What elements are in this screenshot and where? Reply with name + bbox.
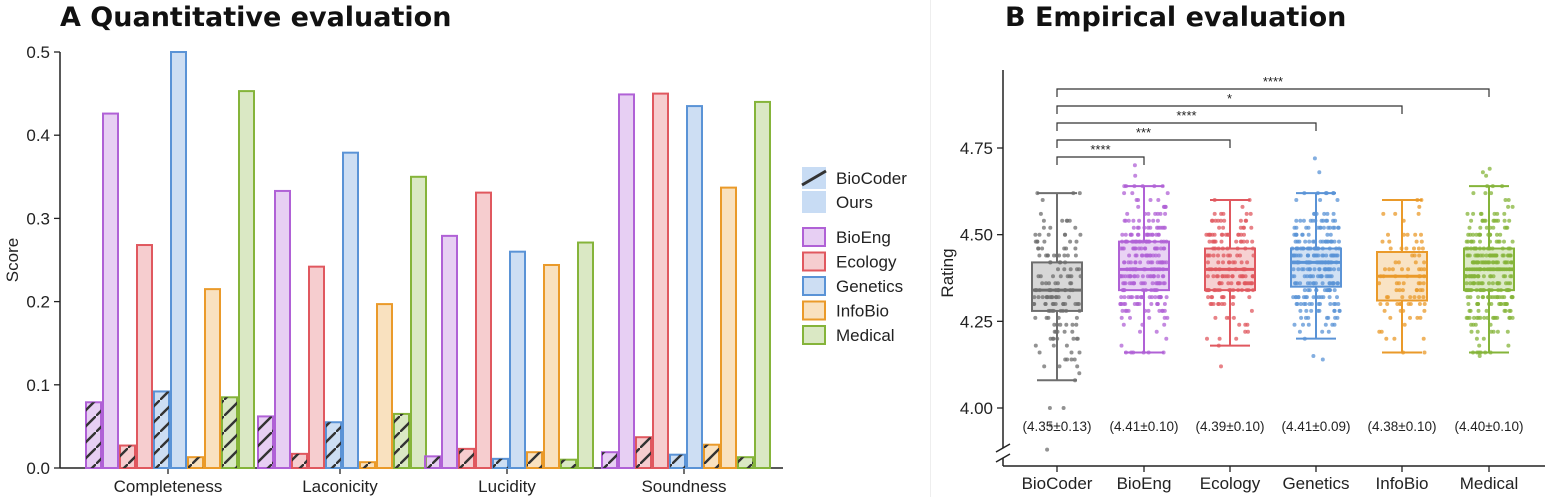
bar-ours-infobio [376,303,393,470]
bar-biocoder-hatch [602,452,617,468]
y-tick-label: 0.2 [26,293,50,312]
bar-ours-bioeng [102,112,119,470]
legend-swatch-medical [802,325,826,345]
y-tick-label: 0.3 [26,209,50,228]
bar-ours-infobio [204,288,221,469]
bar-biocoder-hatch [258,416,273,468]
legend-item-genetics: Genetics [802,276,903,296]
bar-ours-genetics [170,51,187,469]
legend-swatch-infobio [802,300,826,321]
bar-biocoder-hatch [636,437,651,468]
bar-ours-ecology [308,265,325,469]
legend-label-bioeng: BioEng [836,228,891,247]
y-tick-label: 0.5 [26,43,50,62]
legend-label-ours: Ours [836,193,873,212]
panel-a-title: A Quantitative evaluation [60,2,452,33]
bar-ours-medical [754,100,771,469]
bar-biocoder-hatch [527,452,542,468]
y-tick-label: 0.0 [26,459,50,478]
bar-biocoder-hatch [704,444,719,468]
legend-swatch-ecology [802,251,826,272]
bar-ours-genetics [509,250,526,469]
bar-ours-ecology [652,92,669,469]
legend-swatch-genetics [802,276,826,296]
panel-b-background [930,0,1547,497]
bar-ours-medical [577,241,594,469]
legend-label-ecology: Ecology [836,253,897,272]
bar-biocoder-hatch [670,454,685,468]
bar-biocoder-hatch [120,445,135,468]
x-tick-label: Completeness [114,477,223,496]
legend-swatch-bioeng [802,227,826,247]
bar-ours-medical [410,175,427,470]
legend-item-bioeng: BioEng [802,227,891,247]
bar-ours-infobio [543,263,560,469]
legend-swatch-ours [802,191,826,213]
bar-biocoder-hatch [222,397,237,468]
legend-item-ours: Ours [802,191,873,213]
bar-biocoder-hatch [561,459,576,468]
bar-biocoder-hatch [425,456,440,468]
legend-label-genetics: Genetics [836,277,903,296]
legend-item-biocoder: BioCoder [801,167,907,189]
legend-label-infobio: InfoBio [836,302,889,321]
bar-biocoder-hatch [459,448,474,468]
y-axis-label: Score [3,238,22,282]
quantitative-bar-chart: 0.0 0.1 0.2 0.3 0.4 0.5 Score Completeness Lacon… [3,43,907,496]
bar-biocoder-hatch [154,391,169,468]
bar-biocoder-hatch [188,457,203,468]
legend-hatch-biocoder [801,169,827,187]
x-tick-label: Laconicity [302,477,378,496]
bar-biocoder-hatch [394,413,409,468]
bar-ours-genetics [342,151,359,469]
bar-ours-bioeng [441,234,458,469]
x-tick-label: Lucidity [478,477,536,496]
bar-ours-genetics [686,105,703,470]
bar-ours-ecology [136,244,153,469]
bar-biocoder-hatch [360,462,375,468]
legend-item-infobio: InfoBio [802,300,889,321]
bar-ours-bioeng [274,189,291,469]
x-tick-label: Soundness [641,477,726,496]
legend-label-biocoder: BioCoder [836,169,907,188]
bar-ours-infobio [720,186,737,469]
bar-biocoder-hatch [326,422,341,468]
bar-biocoder-hatch [292,453,307,468]
y-tick-label: 0.1 [26,376,50,395]
bar-ours-bioeng [618,93,635,469]
legend-item-ecology: Ecology [802,251,897,272]
bar-ours-ecology [475,191,492,469]
bar-biocoder-hatch [738,457,753,468]
legend-item-medical: Medical [802,325,895,345]
bar-biocoder-hatch [493,458,508,468]
y-tick-label: 0.4 [26,126,50,145]
bar-biocoder-hatch [86,402,101,468]
legend-label-medical: Medical [836,326,895,345]
panel-b-title: B Empirical evaluation [1005,2,1347,33]
bar-ours-medical [238,90,255,469]
